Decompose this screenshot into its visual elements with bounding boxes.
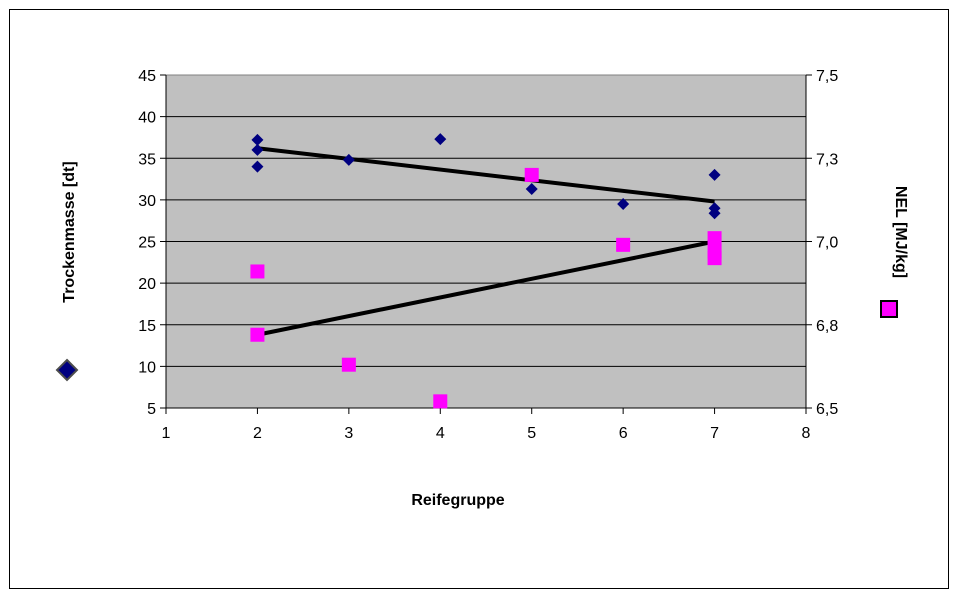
- square-point: [250, 264, 265, 279]
- x-tick-label: 4: [436, 425, 445, 442]
- y-axis-title: Trockenmasse [dt]: [61, 161, 78, 302]
- diamond-point: [251, 133, 264, 146]
- y2-tick-label: 7,5: [816, 68, 838, 85]
- y-tick-label: 10: [138, 359, 156, 376]
- square-point: [707, 231, 722, 246]
- y-tick-label: 5: [147, 401, 156, 418]
- y-tick-label: 40: [138, 110, 156, 127]
- diamond-point: [251, 143, 264, 156]
- diamond-point: [617, 198, 630, 211]
- square-point: [707, 251, 722, 266]
- trendline-2: [257, 239, 715, 337]
- trendline-1: [257, 146, 715, 204]
- x-tick-label: 6: [619, 425, 628, 442]
- y-tick-label: 30: [138, 193, 156, 210]
- gridlines: [166, 116, 806, 367]
- square-point: [616, 237, 631, 252]
- diamond-point: [708, 207, 721, 220]
- y2-tick-label: 6,5: [816, 401, 838, 418]
- x-tick-label: 2: [253, 425, 262, 442]
- y2-tick-label: 7,0: [816, 235, 838, 252]
- y2-axis-title: NEL [MJ/kg]: [892, 186, 909, 278]
- left-legend-diamond-icon: [55, 358, 79, 382]
- right-legend-square-icon: [880, 300, 898, 318]
- y-tick-label: 45: [138, 68, 156, 85]
- diamond-point: [708, 168, 721, 181]
- y2-tick-label: 6,8: [816, 318, 838, 335]
- x-tick-label: 8: [802, 425, 811, 442]
- diamond-point: [434, 133, 447, 146]
- diamond-point: [525, 183, 538, 196]
- x-tick-label: 5: [527, 425, 536, 442]
- diamond-point: [251, 160, 264, 173]
- square-point: [341, 357, 356, 372]
- diamond-point: [342, 153, 355, 166]
- y-tick-label: 15: [138, 318, 156, 335]
- axes: [160, 74, 812, 414]
- y2-tick-label: 7,3: [816, 151, 838, 168]
- x-axis-title: Reifegruppe: [411, 492, 504, 509]
- x-tick-label: 7: [710, 425, 719, 442]
- x-tick-label: 3: [344, 425, 353, 442]
- y-tick-label: 35: [138, 151, 156, 168]
- data-points: [250, 133, 722, 409]
- square-point: [250, 327, 265, 342]
- trendlines: [257, 146, 715, 337]
- x-tick-label: 1: [162, 425, 171, 442]
- y-tick-label: 20: [138, 276, 156, 293]
- y-tick-label: 25: [138, 235, 156, 252]
- square-point: [524, 167, 539, 182]
- square-point: [433, 394, 448, 409]
